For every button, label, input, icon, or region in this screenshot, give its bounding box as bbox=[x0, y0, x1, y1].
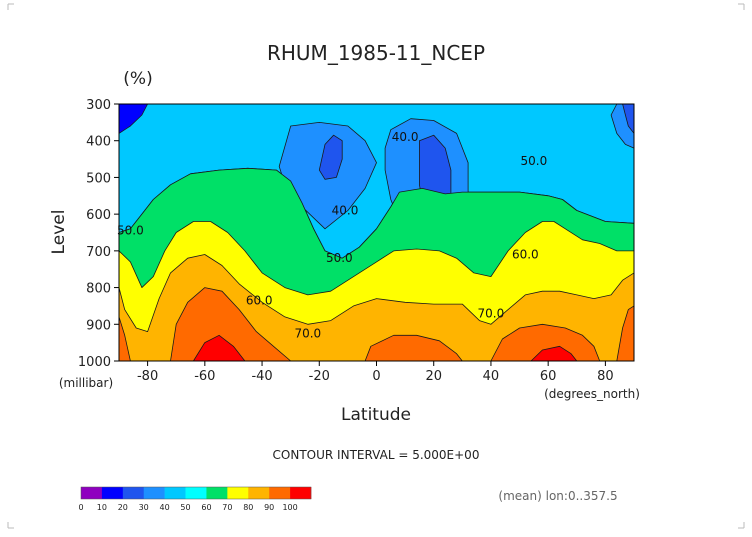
x-tick-label-6: 40 bbox=[483, 369, 500, 384]
contour-label-4: 50.0 bbox=[326, 251, 353, 265]
plot-area: 40.0 50.0 40.0 50.0 50.0 60.0 60.0 70.0 70.0 bbox=[117, 103, 635, 362]
colorbar-label-10: 100 bbox=[282, 503, 297, 512]
colorbar-label-1: 10 bbox=[97, 503, 107, 512]
x-tick-label-1: -60 bbox=[194, 369, 215, 384]
contour-label-1: 50.0 bbox=[521, 154, 548, 168]
colorbar-frame bbox=[80, 486, 312, 500]
y-axis-title: Level bbox=[49, 210, 69, 255]
colorbar-swatch-1 bbox=[101, 487, 124, 499]
colorbar-label-5: 50 bbox=[180, 503, 190, 512]
x-tick-label-8: 80 bbox=[597, 369, 614, 384]
contour-label-0: 40.0 bbox=[392, 130, 419, 144]
colorbar-swatch-6 bbox=[206, 487, 228, 499]
x-tick-label-2: -40 bbox=[251, 369, 272, 384]
colorbar-swatch-9 bbox=[269, 487, 291, 499]
x-axis-units: (degrees_north) bbox=[544, 387, 640, 401]
x-tick-label-5: 20 bbox=[425, 369, 442, 384]
colorbar-swatch-5 bbox=[185, 487, 207, 499]
x-axis-title: Latitude bbox=[341, 405, 411, 425]
colorbar-label-0: 0 bbox=[78, 503, 83, 512]
units-label: (%) bbox=[123, 69, 152, 89]
chart-title: RHUM_1985-11_NCEP bbox=[267, 41, 485, 65]
y-tick-label-1: 400 bbox=[86, 135, 111, 150]
mean-note: (mean) lon:0..357.5 bbox=[498, 489, 617, 503]
colorbar-label-9: 90 bbox=[264, 503, 274, 512]
contour-label-7: 70.0 bbox=[478, 306, 505, 320]
contour-label-8: 70.0 bbox=[294, 327, 321, 341]
y-tick-label-3: 600 bbox=[86, 208, 111, 223]
x-axis: -80 -60 -40 -20 0 20 40 60 80 bbox=[137, 361, 614, 384]
y-tick-label-0: 300 bbox=[86, 98, 111, 113]
contour-labels: 40.0 50.0 40.0 50.0 50.0 60.0 60.0 70.0 70.0 bbox=[117, 130, 547, 341]
colorbar-swatch-4 bbox=[164, 487, 186, 499]
corner-marks bbox=[7, 3, 745, 529]
colorbar-swatch-2 bbox=[122, 487, 145, 499]
colorbar: 0 10 20 30 40 50 60 70 80 90 100 bbox=[78, 486, 312, 512]
y-tick-label-4: 700 bbox=[86, 245, 111, 260]
contour-bands bbox=[118, 103, 635, 362]
contour-band-80-15 bbox=[364, 334, 463, 362]
colorbar-label-3: 30 bbox=[139, 503, 149, 512]
colorbar-swatch-7 bbox=[227, 487, 249, 499]
contour-interval-note: CONTOUR INTERVAL = 5.000E+00 bbox=[273, 448, 480, 462]
y-tick-label-6: 900 bbox=[86, 318, 111, 333]
y-tick-label-2: 500 bbox=[86, 171, 111, 186]
contour-band-80-14 bbox=[170, 287, 292, 362]
contour-band-80-16 bbox=[490, 323, 601, 362]
colorbar-label-2: 20 bbox=[118, 503, 128, 512]
y-tick-label-7: 1000 bbox=[78, 355, 111, 370]
colorbar-label-6: 60 bbox=[201, 503, 211, 512]
y-tick-label-5: 800 bbox=[86, 282, 111, 297]
y-axis: 300 400 500 600 700 800 900 1000 bbox=[78, 98, 119, 370]
colorbar-label-4: 40 bbox=[160, 503, 170, 512]
y-axis-units: (millibar) bbox=[59, 376, 113, 390]
contour-label-5: 60.0 bbox=[512, 248, 539, 262]
contour-label-6: 60.0 bbox=[246, 293, 273, 307]
x-tick-label-0: -80 bbox=[137, 369, 158, 384]
x-tick-label-3: -20 bbox=[309, 369, 330, 384]
colorbar-swatch-0 bbox=[81, 487, 103, 499]
contour-label-2: 40.0 bbox=[332, 204, 359, 218]
x-tick-label-7: 60 bbox=[540, 369, 557, 384]
x-tick-label-4: 0 bbox=[372, 369, 380, 384]
colorbar-label-7: 70 bbox=[222, 503, 232, 512]
colorbar-label-8: 80 bbox=[243, 503, 253, 512]
colorbar-swatch-8 bbox=[248, 487, 270, 499]
contour-label-3: 50.0 bbox=[117, 224, 144, 238]
contour-band-30-5 bbox=[318, 134, 343, 180]
colorbar-swatch-10 bbox=[290, 487, 312, 499]
colorbar-swatch-3 bbox=[143, 487, 165, 499]
